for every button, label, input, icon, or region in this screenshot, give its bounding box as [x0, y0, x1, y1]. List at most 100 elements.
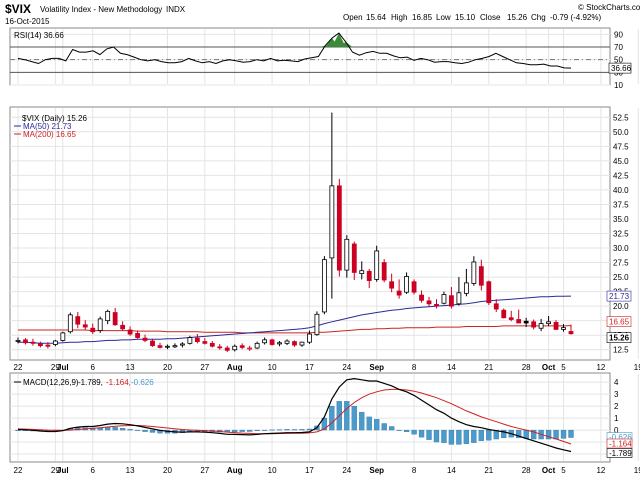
candle-body	[150, 340, 155, 347]
macd-histogram-bar	[269, 429, 275, 431]
candle-body	[493, 303, 499, 310]
candle-body	[307, 333, 312, 343]
macd-x-tick-label: 28	[522, 466, 531, 475]
macd-histogram-bar	[396, 429, 402, 431]
macd-x-tick-label: 5	[561, 466, 566, 475]
ma200-line	[18, 325, 572, 334]
candle-body	[292, 341, 297, 346]
macd-histogram-bar	[329, 405, 335, 431]
macd-histogram-bar	[471, 429, 477, 443]
price-x-tick-label: 8	[412, 363, 417, 372]
macd-line	[17, 377, 572, 453]
macd-histogram-bar	[247, 429, 253, 432]
rsi-panel	[9, 27, 611, 86]
change-value: -0.79 (-4.92%)	[550, 13, 601, 22]
macd-histogram-bar	[426, 429, 432, 440]
macd-histogram-bar	[560, 429, 567, 439]
candle-body	[187, 337, 193, 344]
candle-body	[523, 320, 529, 324]
macd-value-tag	[606, 438, 633, 449]
candle-body	[329, 185, 335, 259]
candle-body	[217, 346, 223, 349]
candle-body	[359, 270, 365, 275]
candle-body	[120, 324, 126, 330]
macd-histogram-bar	[149, 429, 156, 433]
price-y-tick-label: 27.5	[613, 259, 629, 268]
price-x-tick-label: Aug	[227, 363, 243, 372]
macd-histogram-bar	[291, 429, 298, 431]
candle-body	[426, 300, 432, 305]
macd-x-tick-label: Sep	[369, 466, 384, 475]
macd-value-tag-label: -0.626	[609, 433, 632, 442]
macd-histogram-bar	[366, 416, 372, 431]
price-value-tag-label: 16.65	[609, 318, 630, 327]
candle-body	[202, 341, 208, 344]
macd-y-tick-label: 0	[614, 426, 619, 435]
macd-histogram-bar	[232, 429, 238, 433]
macd-histogram-bar	[523, 429, 529, 439]
macd-histogram-bar	[501, 429, 507, 439]
candle-body	[449, 295, 454, 307]
candle-body	[52, 340, 58, 345]
macd-histogram-bar	[374, 419, 380, 431]
price-y-tick-label: 20.0	[613, 302, 629, 311]
macd-value-tag-label: -1.164	[609, 440, 632, 449]
macd-x-tick-label: 24	[342, 466, 351, 475]
price-x-tick-label: 29	[51, 363, 60, 372]
macd-histogram-bar	[463, 429, 470, 444]
price-y-tick-label: 45.0	[613, 157, 629, 166]
candle-body	[67, 314, 73, 333]
candle-body	[127, 329, 133, 335]
macd-x-tick-label: Jul	[57, 466, 69, 475]
candle-body	[135, 333, 140, 338]
candle-body	[471, 261, 477, 284]
candle-body	[516, 319, 522, 324]
price-legend-main: $VIX (Daily) 15.26	[22, 114, 87, 123]
candle-body	[456, 292, 462, 305]
candle-body	[568, 331, 574, 335]
macd-histogram-bar	[553, 429, 559, 440]
candle-body	[232, 345, 238, 351]
macd-histogram-bar	[381, 423, 387, 431]
macd-histogram-bar	[448, 429, 455, 445]
close-value: 15.26	[507, 13, 528, 22]
candle-body	[277, 342, 282, 345]
candle-body	[314, 313, 320, 336]
macd-histogram-bar	[441, 429, 447, 443]
macd-histogram-bar	[516, 429, 522, 439]
low-label: Low	[436, 13, 451, 22]
rsi-legend: RSI(14) 36.66	[14, 31, 64, 40]
low-value: 15.10	[455, 13, 476, 22]
price-y-tick-label: 25.0	[613, 273, 629, 282]
candle-body	[239, 345, 245, 348]
candle-body	[351, 243, 357, 273]
candle-body	[396, 290, 402, 296]
candle-body	[344, 238, 350, 271]
candle-body	[441, 294, 447, 304]
chart-exchange: INDX	[166, 5, 186, 14]
ma200-legend: MA(200) 16.65	[23, 130, 76, 139]
candle-body	[411, 281, 417, 293]
candle-body	[157, 345, 163, 348]
candle-body	[105, 310, 111, 322]
price-y-tick-label: 37.5	[613, 200, 629, 209]
rsi-line	[17, 32, 572, 69]
candle-body	[209, 342, 215, 347]
macd-y-tick-label: 2	[614, 402, 619, 411]
candle-body	[269, 339, 275, 345]
candle-body	[486, 281, 492, 304]
macd-x-tick-label: 27	[200, 466, 209, 475]
price-value-tag	[606, 332, 632, 343]
candle-body	[90, 327, 96, 333]
macd-x-tick-label: Oct	[542, 466, 556, 475]
macd-histogram-bar	[351, 405, 357, 431]
candle-body	[82, 324, 88, 328]
rsi-overbought-fill	[318, 33, 353, 47]
price-x-tick-label: 24	[342, 363, 351, 372]
chart-symbol: $VIX	[5, 2, 31, 16]
macd-histogram-bar	[359, 411, 365, 431]
price-value-tag-label: 15.26	[609, 334, 630, 343]
rsi-y-tick-label: 90	[614, 30, 623, 39]
price-x-tick-label: 6	[91, 363, 96, 372]
